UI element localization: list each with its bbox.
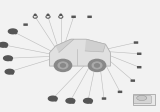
PathPatch shape (85, 39, 106, 52)
Ellipse shape (8, 29, 17, 34)
FancyBboxPatch shape (134, 41, 138, 44)
Ellipse shape (4, 56, 12, 61)
Circle shape (58, 62, 68, 69)
PathPatch shape (56, 39, 74, 53)
FancyBboxPatch shape (102, 97, 106, 100)
Circle shape (61, 64, 65, 67)
Ellipse shape (84, 98, 92, 103)
Circle shape (60, 14, 62, 15)
Ellipse shape (5, 69, 14, 74)
Ellipse shape (48, 96, 57, 101)
PathPatch shape (50, 39, 110, 66)
FancyBboxPatch shape (131, 79, 135, 82)
FancyBboxPatch shape (137, 53, 141, 55)
Ellipse shape (137, 95, 147, 101)
FancyBboxPatch shape (23, 23, 28, 26)
Circle shape (47, 14, 49, 15)
FancyBboxPatch shape (118, 91, 122, 93)
Circle shape (88, 59, 106, 71)
FancyBboxPatch shape (87, 16, 92, 18)
Circle shape (54, 59, 72, 71)
Circle shape (92, 62, 102, 69)
FancyBboxPatch shape (137, 66, 141, 68)
FancyBboxPatch shape (134, 96, 151, 104)
Circle shape (34, 14, 36, 15)
Circle shape (95, 64, 99, 67)
Ellipse shape (0, 42, 8, 47)
Ellipse shape (66, 98, 75, 103)
FancyBboxPatch shape (133, 94, 155, 105)
FancyBboxPatch shape (71, 16, 76, 18)
